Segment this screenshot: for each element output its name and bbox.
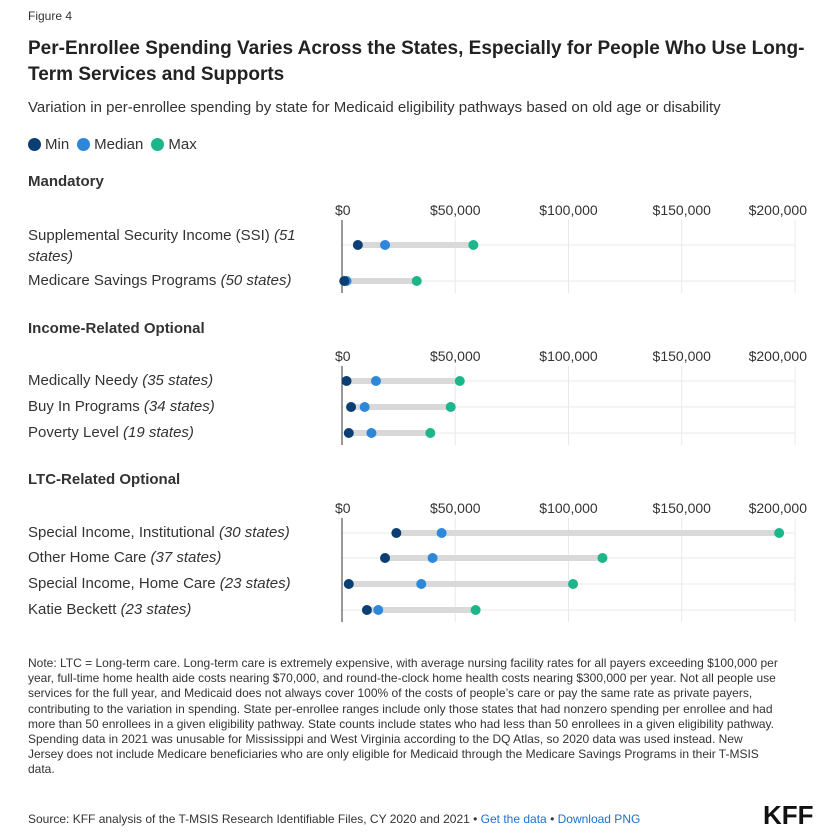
x-tick-label: $150,000: [653, 500, 712, 516]
x-tick-label: $100,000: [539, 500, 598, 516]
max-dot: [597, 553, 608, 563]
x-tick-label: $0: [335, 202, 351, 218]
dot-range-chart: Mandatory $0 $50,000 $100,000 $150,000 $200,0…: [28, 173, 808, 622]
chart-notes: Note: LTC = Long-term care. Long-term ca…: [28, 656, 778, 777]
legend-label-median: Median: [94, 136, 144, 153]
group-heading: Mandatory: [28, 173, 105, 190]
median-dot: [359, 402, 370, 412]
median-dot: [427, 553, 438, 563]
row-label-name: Special Income, Institutional: [28, 524, 219, 541]
legend-swatch-median: [77, 138, 91, 151]
min-dot: [341, 376, 352, 386]
group-heading: Income-Related Optional: [28, 320, 205, 337]
row-label-count: states): [28, 248, 73, 265]
max-dot: [774, 528, 785, 538]
row-label: Medically Needy (35 states): [28, 372, 213, 389]
row-label: Supplemental Security Income (SSI) (51 st…: [28, 227, 296, 265]
row-label-count: (34 states): [144, 398, 215, 415]
row-label-count: (19 states): [123, 424, 194, 441]
row-label: Poverty Level (19 states): [28, 424, 194, 441]
x-tick-label: $150,000: [653, 202, 712, 218]
min-dot: [380, 553, 391, 563]
row-label: Other Home Care (37 states): [28, 549, 221, 566]
legend-item-median: Median: [77, 136, 143, 153]
row-label: Special Income, Institutional (30 states…: [28, 524, 290, 541]
max-dot: [568, 579, 579, 589]
x-tick-label: $100,000: [539, 202, 598, 218]
legend-swatch-max: [151, 138, 165, 151]
x-tick-label: $200,000: [749, 500, 808, 516]
median-dot: [416, 579, 427, 589]
row-label-name: Medicare Savings Programs: [28, 272, 221, 289]
row-label-name: Special Income, Home Care: [28, 575, 220, 592]
min-dot: [346, 402, 357, 412]
row-label: Katie Beckett (23 states): [28, 601, 191, 618]
row-label: Buy In Programs (34 states): [28, 398, 215, 415]
median-dot: [370, 376, 381, 386]
max-dot: [445, 402, 456, 412]
x-tick-label: $200,000: [749, 348, 808, 364]
x-tick-label: $100,000: [539, 348, 598, 364]
legend: Min Median Max: [28, 136, 205, 153]
row-label: Medicare Savings Programs (50 states): [28, 272, 291, 289]
row-label-count: (23 states): [220, 575, 291, 592]
max-dot: [411, 276, 422, 286]
x-tick-label: $50,000: [430, 348, 481, 364]
x-tick-label: $0: [335, 348, 351, 364]
row-label-name: Poverty Level: [28, 424, 123, 441]
median-dot: [373, 605, 384, 615]
row-label-count: (35 states): [142, 372, 213, 389]
row-label-name: Buy In Programs: [28, 398, 144, 415]
x-tick-label: $50,000: [430, 500, 481, 516]
row-label-count: (37 states): [151, 549, 222, 566]
row-label-name: Medically Needy: [28, 372, 142, 389]
row-label-name: Katie Beckett: [28, 601, 121, 618]
min-dot: [391, 528, 402, 538]
row-label-name: Supplemental Security Income (SSI): [28, 227, 274, 244]
legend-label-min: Min: [45, 136, 70, 153]
x-tick-label: $200,000: [749, 202, 808, 218]
max-dot: [470, 605, 481, 615]
legend-item-min: Min: [28, 136, 69, 153]
row-label-name: Other Home Care: [28, 549, 151, 566]
median-dot: [436, 528, 447, 538]
row-label-count: (23 states): [121, 601, 192, 618]
kff-logo: KFF: [763, 800, 814, 830]
download-png-link[interactable]: Download PNG: [557, 812, 641, 826]
legend-item-max: Max: [151, 136, 197, 153]
median-dot: [380, 240, 391, 250]
min-dot: [361, 605, 372, 615]
get-data-link[interactable]: Get the data: [480, 812, 547, 826]
row-label-count: (30 states): [219, 524, 290, 541]
source-line: Source: KFF analysis of the T-MSIS Resea…: [28, 812, 640, 826]
min-dot: [339, 276, 350, 286]
x-tick-label: $150,000: [653, 348, 712, 364]
min-dot: [343, 428, 354, 438]
max-dot: [454, 376, 465, 386]
group-heading: LTC-Related Optional: [28, 471, 180, 488]
legend-label-max: Max: [168, 136, 197, 153]
chart-subtitle: Variation in per-enrollee spending by st…: [28, 99, 721, 116]
legend-swatch-min: [28, 138, 41, 151]
chart-title: Per-Enrollee Spending Varies Across the …: [28, 38, 805, 85]
x-tick-label: $50,000: [430, 202, 481, 218]
row-label-count: (50 states): [221, 272, 292, 289]
x-tick-label: $0: [335, 500, 351, 516]
row-label: Special Income, Home Care (23 states): [28, 575, 291, 592]
source-separator: •: [550, 812, 555, 826]
row-label-count: (51: [274, 227, 296, 244]
max-dot: [468, 240, 479, 250]
figure-label: Figure 4: [28, 9, 73, 23]
median-dot: [366, 428, 377, 438]
max-dot: [425, 428, 436, 438]
min-dot: [343, 579, 354, 589]
min-dot: [352, 240, 363, 250]
source-text: Source: KFF analysis of the T-MSIS Resea…: [28, 812, 478, 826]
